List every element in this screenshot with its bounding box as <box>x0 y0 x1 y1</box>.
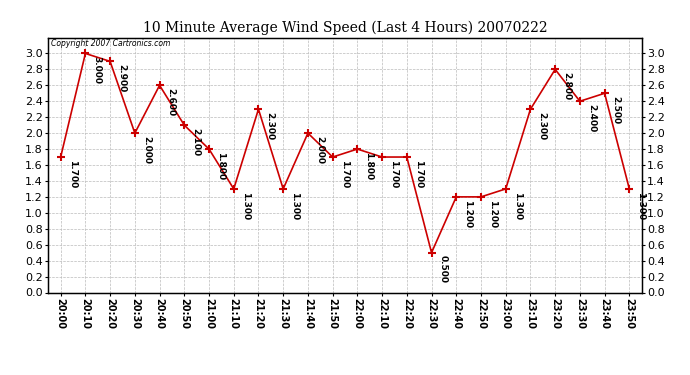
Text: 2.800: 2.800 <box>562 72 571 100</box>
Text: 2.900: 2.900 <box>117 64 126 92</box>
Text: 1.200: 1.200 <box>463 200 472 228</box>
Text: 2.500: 2.500 <box>611 96 620 124</box>
Text: 1.700: 1.700 <box>68 160 77 188</box>
Text: 1.800: 1.800 <box>364 152 373 180</box>
Text: 2.400: 2.400 <box>586 104 596 132</box>
Text: 2.600: 2.600 <box>166 88 175 116</box>
Text: 1.300: 1.300 <box>241 192 250 220</box>
Text: 1.300: 1.300 <box>636 192 645 220</box>
Text: 2.300: 2.300 <box>538 112 546 140</box>
Text: Copyright 2007 Cartronics.com: Copyright 2007 Cartronics.com <box>51 39 170 48</box>
Text: 2.000: 2.000 <box>315 136 324 164</box>
Text: 1.700: 1.700 <box>389 160 398 188</box>
Text: 1.300: 1.300 <box>290 192 299 220</box>
Text: 1.200: 1.200 <box>488 200 497 228</box>
Text: 1.300: 1.300 <box>513 192 522 220</box>
Text: 3.000: 3.000 <box>92 56 101 84</box>
Text: 1.700: 1.700 <box>414 160 423 188</box>
Text: 1.800: 1.800 <box>216 152 225 180</box>
Text: 2.300: 2.300 <box>266 112 275 140</box>
Text: 2.000: 2.000 <box>141 136 151 164</box>
Title: 10 Minute Average Wind Speed (Last 4 Hours) 20070222: 10 Minute Average Wind Speed (Last 4 Hou… <box>143 21 547 35</box>
Text: 0.500: 0.500 <box>438 255 448 284</box>
Text: 1.700: 1.700 <box>339 160 348 188</box>
Text: 2.100: 2.100 <box>191 128 200 156</box>
